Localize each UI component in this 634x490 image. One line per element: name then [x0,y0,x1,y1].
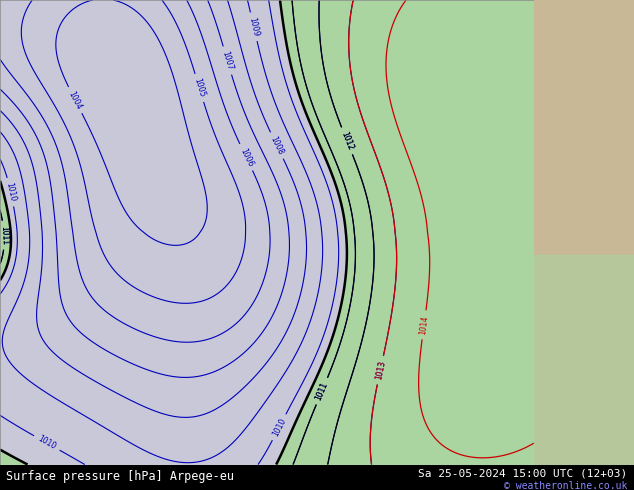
Text: 1008: 1008 [269,135,285,156]
Text: 1010: 1010 [4,182,17,202]
Text: 1011: 1011 [314,381,330,402]
Text: 1014: 1014 [418,315,430,335]
Text: 1010: 1010 [271,416,288,438]
Text: 1006: 1006 [238,147,254,168]
Text: 1004: 1004 [67,90,84,111]
Text: 1013: 1013 [374,360,387,381]
Text: 1010: 1010 [36,434,58,452]
Text: 1013: 1013 [374,360,387,381]
Text: 1005: 1005 [192,77,207,98]
Text: 1009: 1009 [247,16,261,37]
Text: 1011: 1011 [314,381,330,402]
Text: 1011: 1011 [0,225,9,245]
Text: 1012: 1012 [339,130,354,151]
Text: 1012: 1012 [339,130,354,151]
Text: 1011: 1011 [0,225,9,245]
Text: 1007: 1007 [220,50,235,71]
Text: © weatheronline.co.uk: © weatheronline.co.uk [504,481,628,490]
Text: Surface pressure [hPa] Arpege-eu: Surface pressure [hPa] Arpege-eu [6,470,235,483]
Text: Sa 25-05-2024 15:00 UTC (12+03): Sa 25-05-2024 15:00 UTC (12+03) [418,468,628,478]
